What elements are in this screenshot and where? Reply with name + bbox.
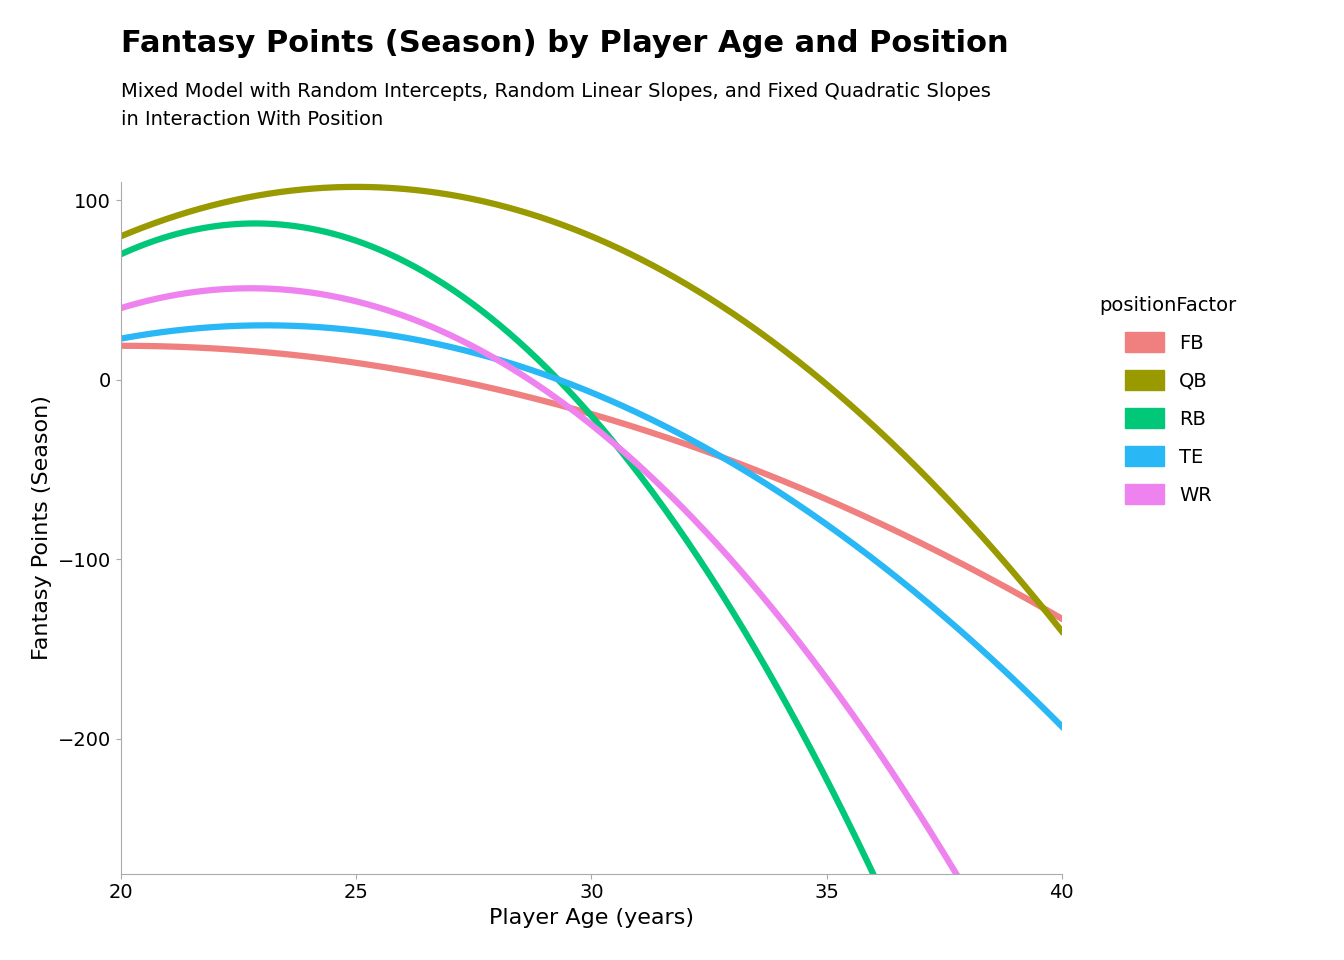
WR [624,453,640,465]
TE [624,404,640,416]
WR [886,769,902,780]
FB [566,403,582,415]
Legend: FB, QB, RB, TE, WR: FB, QB, RB, TE, WR [1099,296,1236,505]
Line: QB: QB [121,187,1062,632]
TE [1054,721,1070,732]
FB [1054,612,1070,624]
QB [348,181,364,193]
QB [675,276,691,288]
Text: in Interaction With Position: in Interaction With Position [121,110,383,130]
FB [559,401,575,413]
QB [567,224,583,235]
Text: Mixed Model with Random Intercepts, Random Linear Slopes, and Fixed Quadratic Sl: Mixed Model with Random Intercepts, Rand… [121,82,991,101]
FB [884,523,900,535]
Text: Fantasy Points (Season) by Player Age and Position: Fantasy Points (Season) by Player Age an… [121,29,1008,58]
X-axis label: Player Age (years): Player Age (years) [489,908,694,928]
WR [243,282,259,294]
TE [113,333,129,345]
WR [675,502,691,514]
WR [567,406,583,418]
FB [1031,600,1047,612]
TE [567,380,583,392]
QB [113,230,129,242]
RB [567,392,583,403]
FB [622,420,638,431]
QB [1054,626,1070,637]
TE [258,320,274,331]
Y-axis label: Fantasy Points (Season): Fantasy Points (Season) [32,396,52,660]
TE [1034,700,1050,711]
RB [624,459,640,470]
RB [562,386,578,397]
Line: RB: RB [121,224,1062,960]
QB [886,440,902,451]
TE [886,569,902,581]
Line: TE: TE [121,325,1062,727]
FB [113,340,129,351]
FB [673,437,689,448]
RB [247,218,263,229]
RB [675,529,691,540]
RB [886,913,902,924]
RB [113,249,129,260]
TE [562,378,578,390]
Line: WR: WR [121,288,1062,960]
QB [624,249,640,260]
QB [562,222,578,233]
QB [1034,600,1050,612]
Line: FB: FB [121,346,1062,618]
TE [675,430,691,442]
WR [562,402,578,414]
WR [113,302,129,314]
